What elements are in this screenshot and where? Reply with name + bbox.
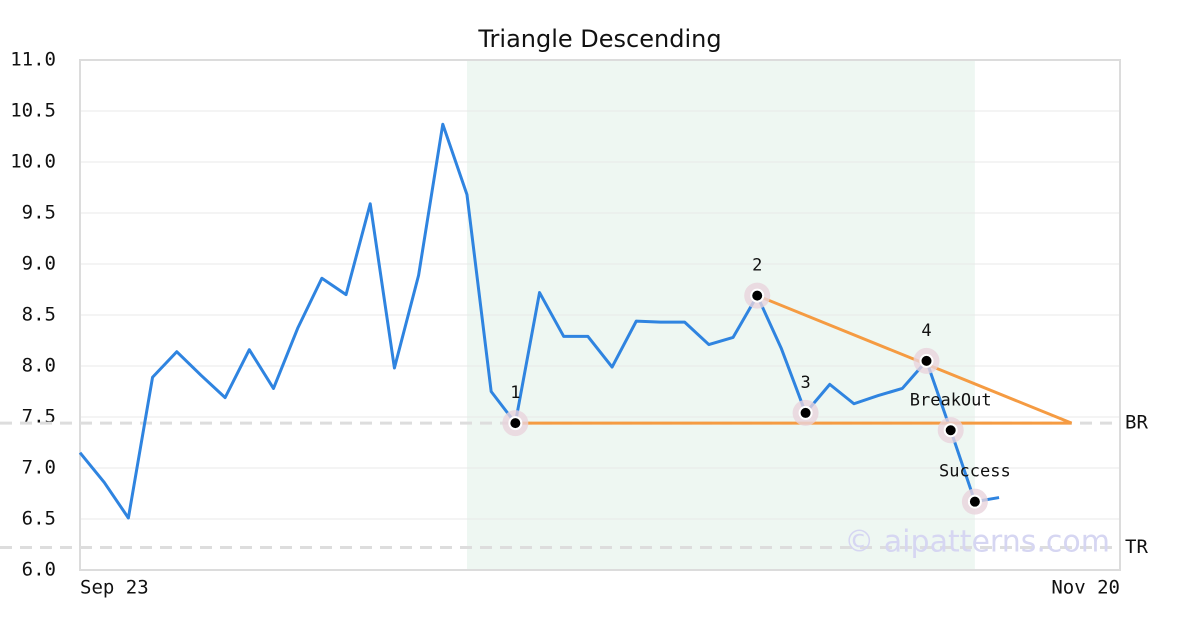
reference-label: TR xyxy=(1125,536,1148,558)
point xyxy=(967,494,982,509)
point-label: 3 xyxy=(800,373,810,393)
price-line xyxy=(78,122,1000,520)
plot-frame xyxy=(79,59,1121,571)
y-tick-label: 11.0 xyxy=(10,49,56,71)
y-tick-label: 6.5 xyxy=(22,508,56,530)
y-tick-label: 6.0 xyxy=(22,559,56,581)
point-label: 1 xyxy=(510,383,520,403)
reference-label: BR xyxy=(1125,412,1148,434)
point xyxy=(919,353,934,368)
point xyxy=(798,405,813,420)
y-tick-label: 8.0 xyxy=(22,355,56,377)
y-tick-label: 8.5 xyxy=(22,304,56,326)
point-label: 2 xyxy=(752,256,762,276)
point xyxy=(508,416,523,431)
chart-title: Triangle Descending xyxy=(477,25,721,53)
y-tick-label: 10.0 xyxy=(10,151,56,173)
x-tick-label: Sep 23 xyxy=(80,577,149,599)
point-label: BreakOut xyxy=(910,390,992,410)
y-tick-label: 9.5 xyxy=(22,202,56,224)
y-tick-label: 9.0 xyxy=(22,253,56,275)
point-label: Success xyxy=(939,462,1011,482)
y-tick-label: 7.0 xyxy=(22,457,56,479)
watermark: © aipatterns.com xyxy=(844,525,1110,560)
point xyxy=(943,423,958,438)
y-tick-label: 10.5 xyxy=(10,100,56,122)
x-tick-label: Nov 20 xyxy=(1051,577,1120,599)
point-label: 4 xyxy=(921,321,931,341)
point xyxy=(750,288,765,303)
